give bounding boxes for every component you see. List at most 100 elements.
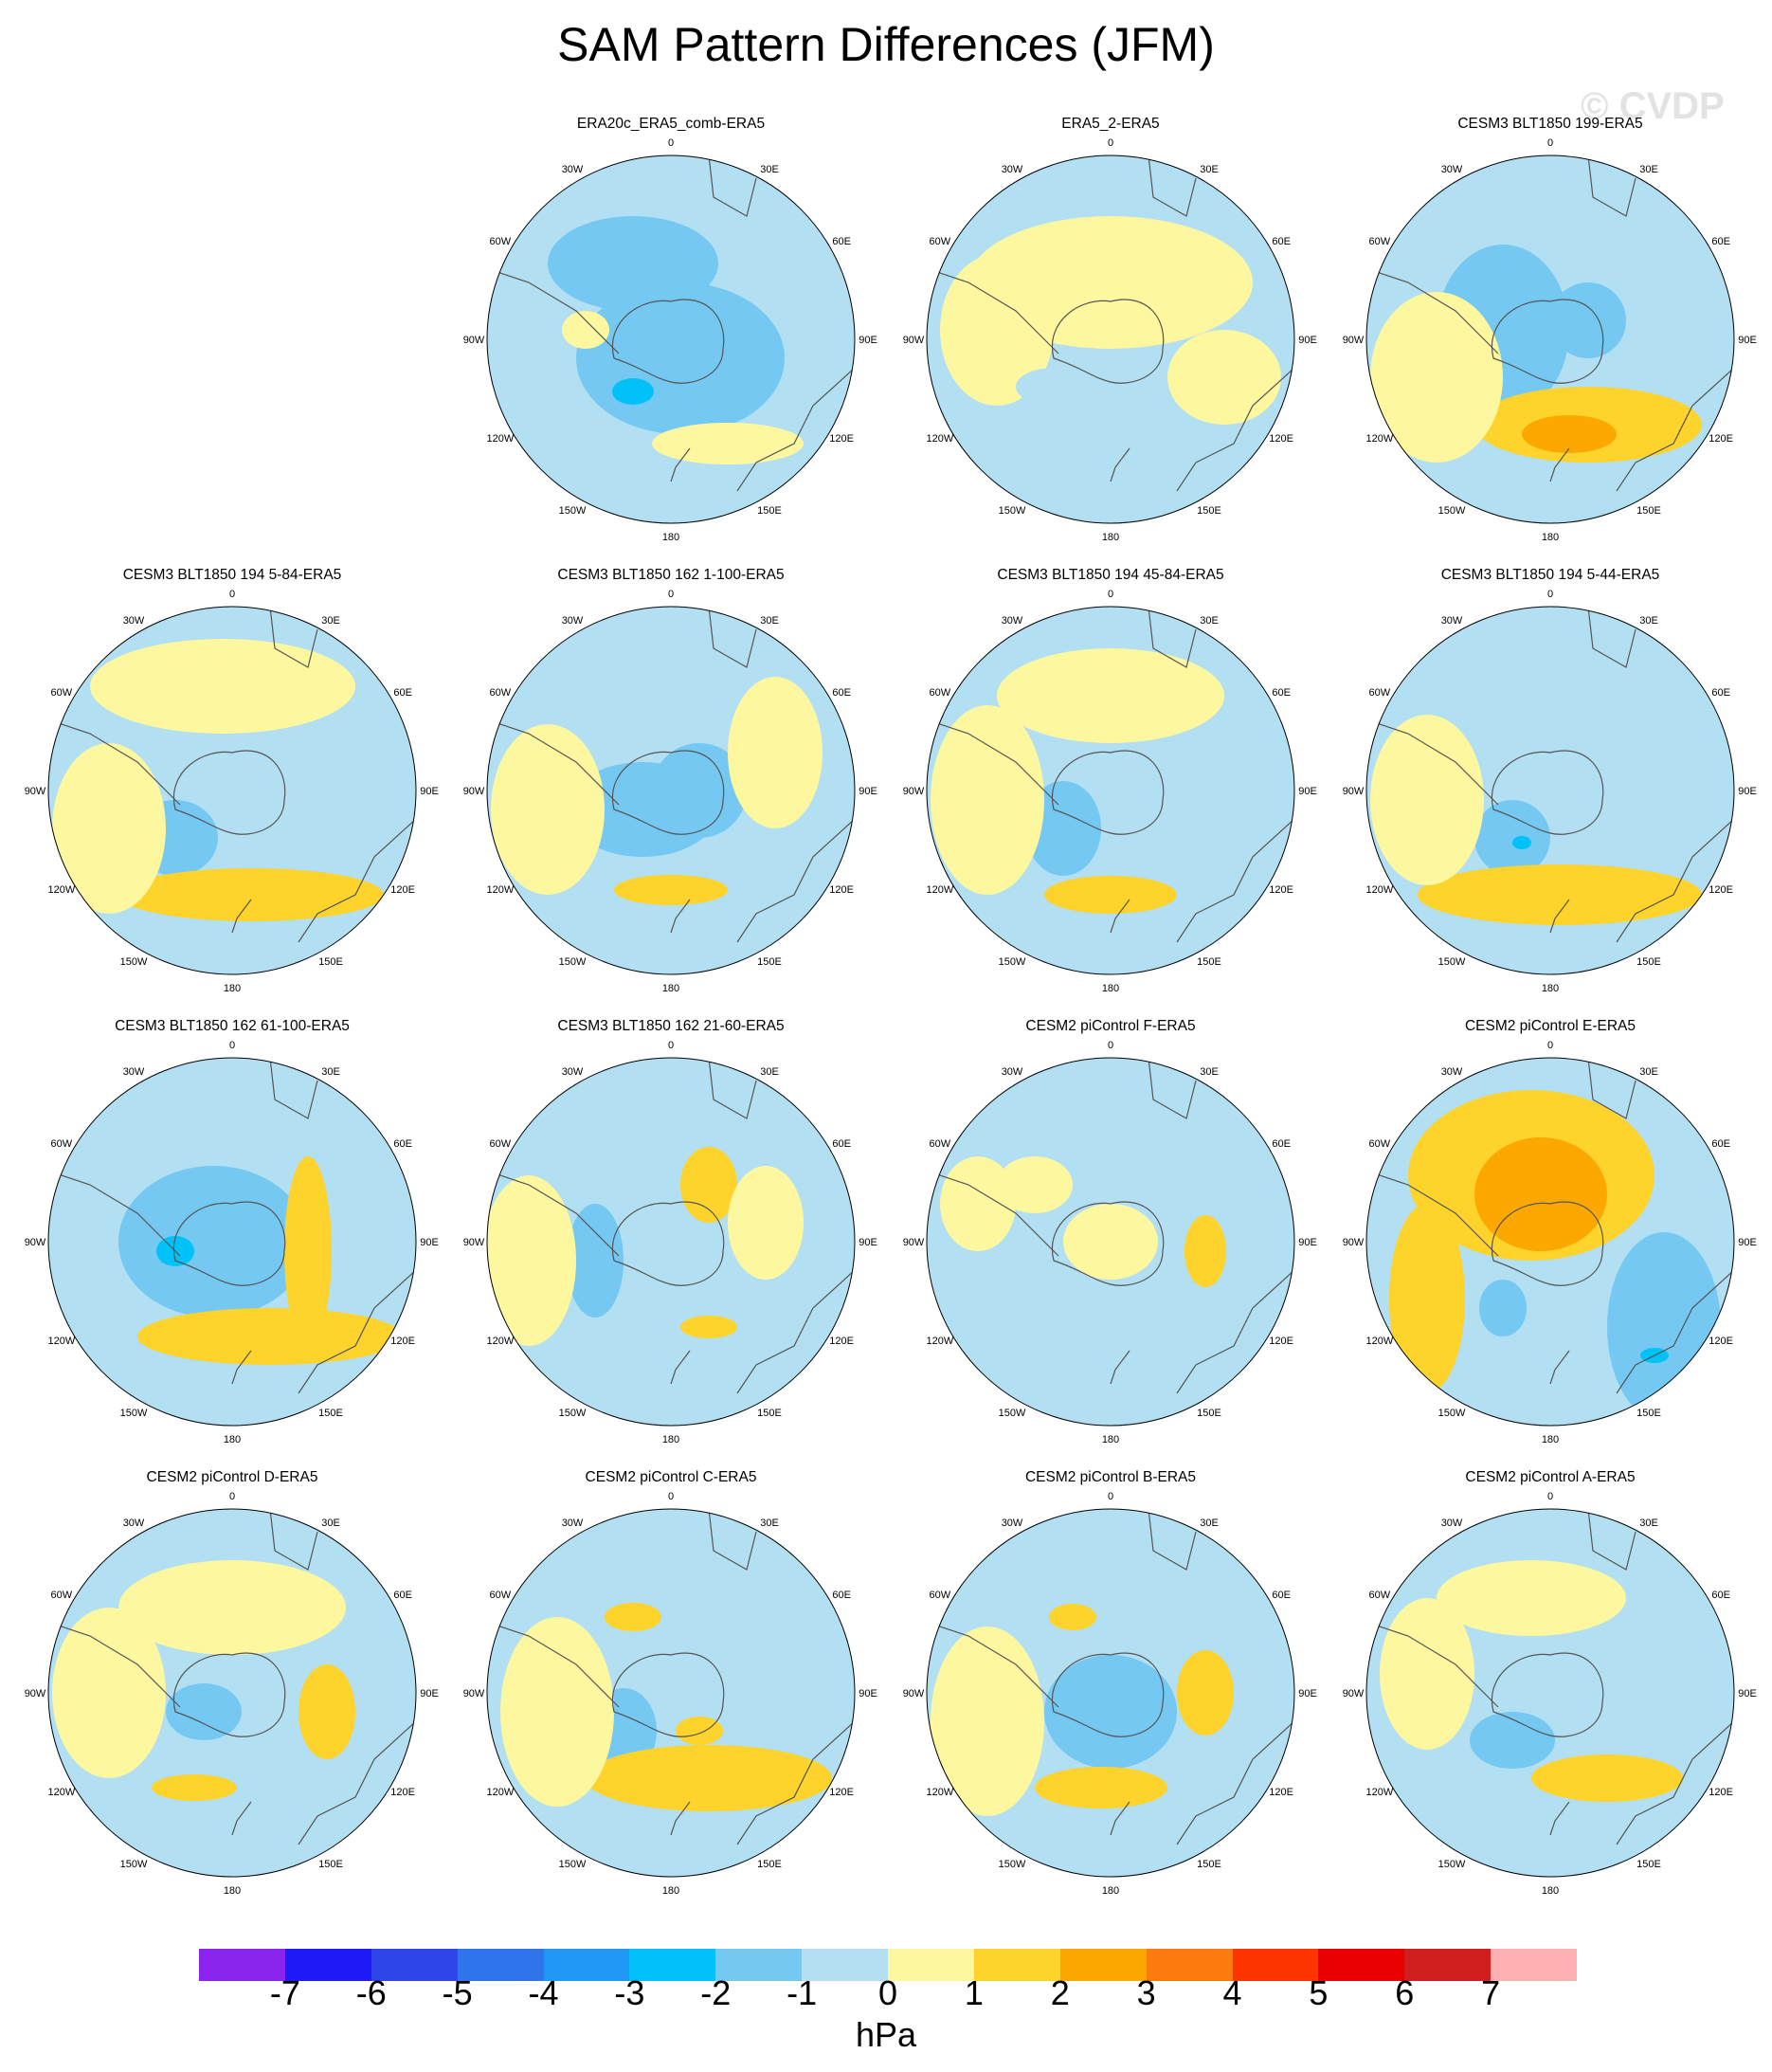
longitude-label: 0 (1108, 137, 1113, 149)
longitude-label: 150W (1438, 1408, 1466, 1419)
longitude-label: 90W (463, 1688, 485, 1699)
contour-region (576, 282, 785, 434)
polar-map: 0 30E 60E 90E 120E 150E 180 150W 120W 90W 60W 30W (25, 589, 439, 994)
longitude-label: 120W (47, 1336, 75, 1347)
contour-region (152, 1774, 237, 1801)
colorbar-swatch (1318, 1949, 1405, 1981)
map-outline (486, 154, 856, 524)
antarctica-coastline (611, 750, 725, 835)
longitude-label: 60W (1369, 687, 1391, 699)
longitude-label: 90W (463, 335, 485, 346)
longitude-label: 90W (25, 1688, 46, 1699)
colorbar-swatch (199, 1949, 285, 1981)
africa-coastline (708, 155, 757, 217)
contour-region (1389, 1204, 1465, 1393)
longitude-label: 120W (1365, 884, 1393, 896)
longitude-label: 0 (1547, 589, 1553, 600)
antarctica-coastline (611, 1201, 725, 1286)
antarctica-coastline (172, 1652, 286, 1737)
australia-coastline (1616, 818, 1734, 943)
contour-region (997, 648, 1224, 743)
colorbar-tick-label: -2 (700, 1973, 732, 2012)
longitude-label: 120E (390, 884, 415, 896)
new-zealand-coastline (670, 1350, 691, 1385)
contour-region (298, 1664, 355, 1759)
contour-region (614, 875, 728, 905)
new-zealand-coastline (1110, 1350, 1130, 1385)
new-zealand-coastline (1549, 447, 1570, 482)
map-background (487, 1058, 855, 1426)
longitude-label: 0 (1108, 589, 1113, 600)
longitude-label: 120W (1365, 433, 1393, 445)
longitude-label: 60E (393, 687, 412, 699)
colorbar-swatch (802, 1949, 888, 1981)
new-zealand-coastline (1549, 1801, 1570, 1836)
contour-region (1474, 800, 1550, 876)
longitude-label: 150E (1197, 1408, 1221, 1419)
south-america-coastline (927, 1170, 1059, 1257)
longitude-label: 0 (668, 1040, 674, 1051)
africa-coastline (708, 1509, 757, 1571)
longitude-label: 90E (859, 1237, 877, 1248)
panel-title: CESM2 piControl D-ERA5 (146, 1469, 318, 1485)
antarctica-coastline (611, 1652, 725, 1737)
africa-coastline (1587, 607, 1636, 668)
longitude-label: 90W (25, 1237, 46, 1248)
longitude-label: 60W (490, 687, 512, 699)
contour-region (680, 1316, 737, 1338)
longitude-label: 0 (668, 137, 674, 149)
new-zealand-coastline (670, 1801, 691, 1836)
longitude-label: 90E (1738, 1688, 1757, 1699)
contour-region (1370, 715, 1484, 885)
africa-coastline (1148, 1058, 1197, 1119)
colorbar-tick-label: -1 (787, 1973, 818, 2012)
australia-coastline (298, 1720, 416, 1845)
longitude-label: 0 (668, 589, 674, 600)
longitude-label: 60E (1711, 236, 1730, 247)
contour-region (1437, 1560, 1626, 1636)
longitude-label: 90E (1298, 335, 1317, 346)
antarctica-coastline (1491, 750, 1604, 835)
colorbar-swatch (284, 1949, 371, 1981)
longitude-label: 90E (859, 335, 877, 346)
panel-title: CESM2 piControl E-ERA5 (1464, 1018, 1636, 1034)
longitude-label: 0 (1547, 1040, 1553, 1051)
longitude-label: 180 (224, 1434, 241, 1445)
contour-region (1167, 330, 1281, 425)
longitude-label: 60E (832, 687, 851, 699)
longitude-label: 90E (1738, 786, 1757, 797)
colorbar-tick-label: 5 (1309, 1973, 1329, 2012)
longitude-label: 60W (490, 236, 512, 247)
longitude-label: 60W (490, 1138, 512, 1150)
longitude-label: 0 (1108, 1491, 1113, 1502)
australia-coastline (1616, 1269, 1734, 1394)
longitude-label: 60E (1711, 1590, 1730, 1601)
longitude-label: 90W (1343, 335, 1365, 346)
longitude-label: 60E (1272, 1138, 1291, 1150)
longitude-label: 150W (1438, 956, 1466, 968)
longitude-label: 180 (662, 983, 679, 994)
longitude-label: 90E (859, 786, 877, 797)
longitude-label: 60W (51, 687, 73, 699)
south-america-coastline (487, 718, 620, 806)
polar-map: 0 30E 60E 90E 120E 150E 180 150W 120W 90W 60W 30W (903, 589, 1317, 994)
colorbar-tick-label: 6 (1395, 1973, 1415, 2012)
antarctica-coastline (611, 299, 725, 384)
longitude-label: 60W (1369, 1590, 1391, 1601)
longitude-label: 60W (1369, 1138, 1391, 1150)
contour-region (1470, 1712, 1555, 1769)
polar-map: 0 30E 60E 90E 120E 150E 180 150W 120W 90W 60W 30W (463, 137, 877, 543)
longitude-label: 90W (903, 1688, 925, 1699)
south-america-coastline (1366, 1170, 1499, 1257)
longitude-label: 150E (318, 1408, 343, 1419)
longitude-label: 30E (1200, 164, 1219, 175)
panel-title: CESM2 piControl F-ERA5 (1025, 1018, 1196, 1034)
australia-coastline (298, 1269, 416, 1394)
longitude-label: 150E (1636, 1859, 1661, 1870)
contour-region (487, 1175, 576, 1346)
contour-region (567, 1204, 624, 1318)
longitude-label: 30W (1441, 1518, 1463, 1529)
polar-map: 0 30E 60E 90E 120E 150E 180 150W 120W 90W 60W 30W (463, 1040, 877, 1445)
longitude-label: 30E (321, 1066, 340, 1078)
contour-region (166, 1683, 242, 1740)
